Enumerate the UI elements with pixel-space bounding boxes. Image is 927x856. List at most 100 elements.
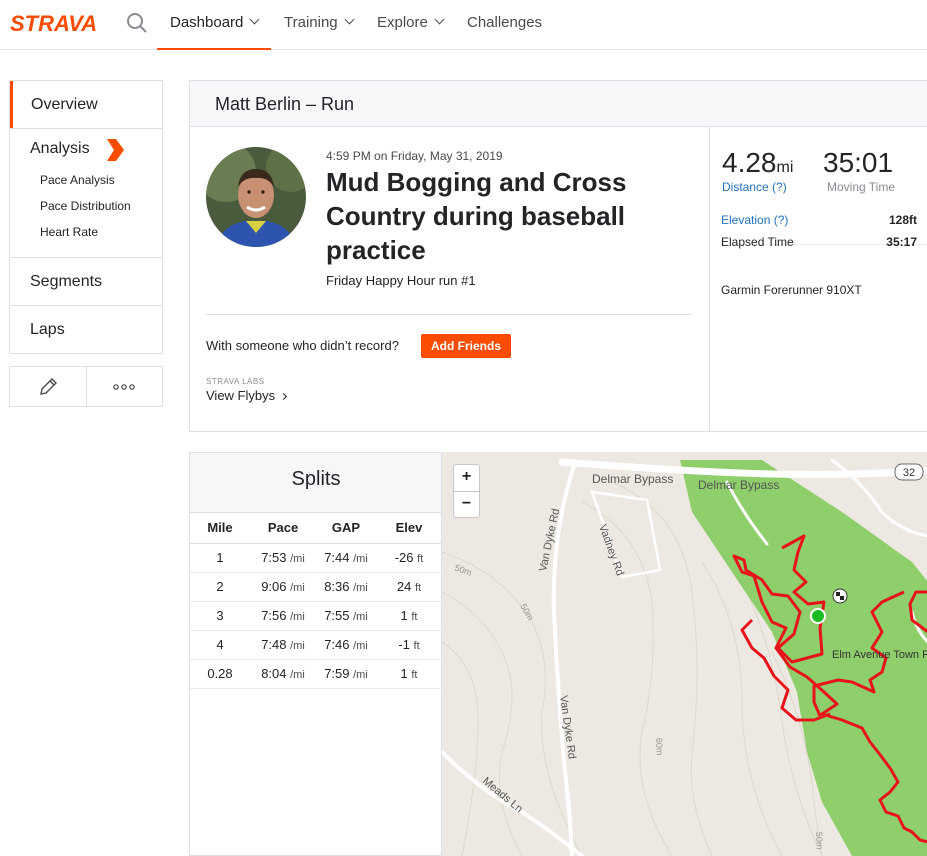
elevation-row: Elevation (?) 128ft xyxy=(721,213,917,227)
col-mile: Mile xyxy=(190,513,250,544)
nav-challenges-label: Challenges xyxy=(467,14,543,31)
split-elev: -26 ft xyxy=(376,543,442,573)
split-gap: 8:36 /mi xyxy=(316,572,376,602)
splits-row: 2 9:06 /mi 8:36 /mi 24 ft xyxy=(190,572,442,602)
pencil-icon xyxy=(39,377,57,395)
contour-label-4: 50m xyxy=(814,832,825,850)
distance-label[interactable]: Distance (?) xyxy=(722,180,787,194)
strava-logo[interactable]: STRAVA xyxy=(10,11,106,35)
split-mile-value: 4 xyxy=(216,637,224,652)
split-pace-unit: /mi xyxy=(290,582,305,594)
split-pace-value: 8:04 xyxy=(261,666,287,681)
sidebar-item-laps[interactable]: Laps xyxy=(30,321,65,338)
chevron-down-icon xyxy=(344,14,355,25)
split-pace-value: 7:56 xyxy=(261,608,287,623)
zoom-controls: + − xyxy=(453,464,480,518)
sidebar-segments-block: Segments xyxy=(9,258,163,306)
ellipsis-icon xyxy=(113,383,136,390)
split-gap-unit: /mi xyxy=(353,640,368,652)
distance-stat: 4.28mi xyxy=(722,147,793,179)
split-mile-value: 2 xyxy=(216,579,224,594)
elevation-value: 128ft xyxy=(888,213,917,227)
roads xyxy=(442,458,927,856)
col-pace: Pace xyxy=(250,513,316,544)
logo-text: STRAVA xyxy=(10,11,97,35)
start-marker xyxy=(810,608,826,624)
sidebar-item-pace-distribution[interactable]: Pace Distribution xyxy=(40,199,131,213)
zoom-out-button[interactable]: − xyxy=(454,491,479,517)
sidebar-analysis-label: Analysis xyxy=(30,140,90,157)
split-pace-unit: /mi xyxy=(290,669,305,681)
zoom-in-button[interactable]: + xyxy=(461,468,472,485)
athlete-avatar[interactable] xyxy=(206,147,306,247)
sidebar-item-overview[interactable]: Overview xyxy=(10,81,162,128)
split-gap-unit: /mi xyxy=(353,611,368,623)
split-gap-unit: /mi xyxy=(353,669,368,681)
split-elev-unit: ft xyxy=(413,640,420,652)
sidebar-laps-block: Laps xyxy=(9,306,163,354)
contour-label-3: 60m xyxy=(654,738,665,756)
more-options-button[interactable] xyxy=(85,367,163,406)
search-icon[interactable] xyxy=(126,12,148,34)
splits-panel: Splits Mile Pace GAP Elev 1 7:53 /mi 7:44 … xyxy=(189,452,442,856)
split-pace-value: 9:06 xyxy=(261,579,287,594)
nav-explore[interactable]: Explore xyxy=(377,0,445,50)
edit-button[interactable] xyxy=(10,367,86,406)
label-meads-ln: Meads Ln xyxy=(480,775,525,815)
nav-challenges[interactable]: Challenges xyxy=(467,0,542,50)
split-mile: 2 xyxy=(190,572,250,602)
device-name: Garmin Forerunner 910XT xyxy=(721,283,862,297)
split-pace-unit: /mi xyxy=(290,640,305,652)
split-elev: 1 ft xyxy=(376,601,442,631)
nav-training[interactable]: Training xyxy=(284,0,355,50)
route-map[interactable]: 32 Delmar Bypass Delmar Bypass Van Dyke … xyxy=(441,452,927,856)
sidebar-item-segments[interactable]: Segments xyxy=(30,273,103,290)
split-mile: 3 xyxy=(190,601,250,631)
chevron-right-icon xyxy=(280,392,288,401)
route-32-shield: 32 xyxy=(894,463,924,481)
distance-unit: mi xyxy=(776,159,794,176)
elapsed-label: Elapsed Time xyxy=(721,235,794,249)
split-pace-unit: /mi xyxy=(290,611,305,623)
finish-flag-icon xyxy=(832,588,848,604)
split-mile-value: 0.28 xyxy=(207,666,233,681)
sidebar-item-pace-analysis[interactable]: Pace Analysis xyxy=(40,173,115,187)
sidebar-item-analysis[interactable]: Analysis xyxy=(10,139,162,167)
split-elev: 1 ft xyxy=(376,659,442,689)
stats-divider xyxy=(709,127,710,432)
distance-value: 4.28 xyxy=(722,147,777,178)
split-gap-value: 7:44 xyxy=(324,550,350,565)
split-elev-value: -1 xyxy=(398,637,410,652)
elapsed-value: 35:17 xyxy=(886,235,917,249)
elevation-label[interactable]: Elevation (?) xyxy=(721,213,789,227)
premium-chevron-icon xyxy=(107,139,124,161)
split-pace: 7:56 /mi xyxy=(250,601,316,631)
view-flybys-label: View Flybys xyxy=(206,388,276,403)
split-elev-value: 24 xyxy=(396,579,412,594)
add-friends-button[interactable]: Add Friends xyxy=(421,334,512,358)
sidebar-item-heart-rate[interactable]: Heart Rate xyxy=(40,225,99,239)
split-elev-unit: ft xyxy=(411,611,418,623)
strava-labs-label: STRAVA LABS xyxy=(206,377,265,386)
with-someone-prompt: With someone who didn’t record? xyxy=(206,338,399,353)
nav-dashboard[interactable]: Dashboard xyxy=(157,0,272,50)
sidebar: Overview Analysis Pace Analysis Pace Dis… xyxy=(9,80,163,354)
split-pace-value: 7:53 xyxy=(261,550,287,565)
split-pace: 7:48 /mi xyxy=(250,630,316,660)
contour-label-1: 50m xyxy=(453,562,473,577)
activity-timestamp: 4:59 PM on Friday, May 31, 2019 xyxy=(326,149,503,163)
split-gap-value: 7:59 xyxy=(324,666,350,681)
col-elev: Elev xyxy=(376,513,442,544)
splits-row: 1 7:53 /mi 7:44 /mi -26 ft xyxy=(190,543,442,573)
view-flybys-link[interactable]: View Flybys xyxy=(206,388,288,403)
split-mile-value: 1 xyxy=(216,550,224,565)
split-elev-value: 1 xyxy=(400,608,408,623)
split-elev: -1 ft xyxy=(376,630,442,660)
label-elm-avenue-park: Elm Avenue Town Park xyxy=(832,649,927,661)
split-mile: 1 xyxy=(190,543,250,573)
split-pace-unit: /mi xyxy=(290,553,305,565)
route-line xyxy=(732,534,927,844)
split-pace: 8:04 /mi xyxy=(250,659,316,689)
divider xyxy=(206,314,692,315)
activity-card: Matt Berlin – Run 4:59 PM on Friday, May… xyxy=(189,80,927,432)
